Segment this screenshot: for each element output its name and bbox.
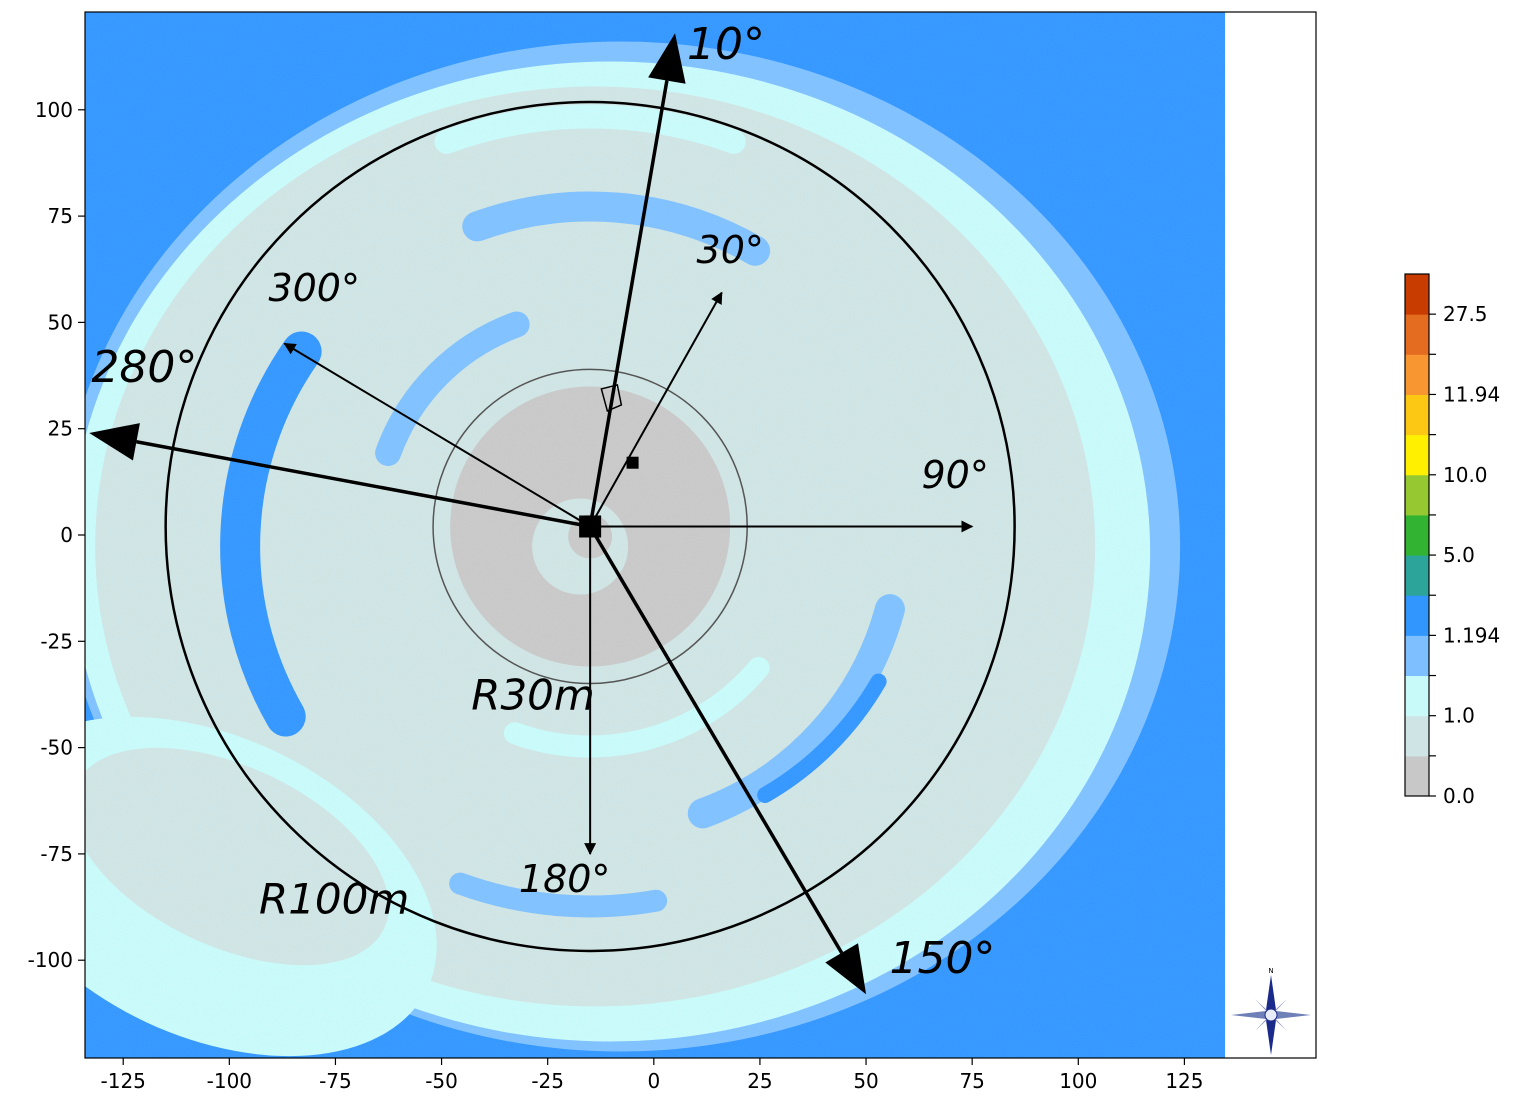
heatmap-texture (85, 12, 1225, 1058)
colorbar-frame (1404, 273, 1430, 797)
colorbar-tick-label: 5.0 (1443, 543, 1475, 567)
x-tick-label: 75 (959, 1069, 984, 1093)
x-tick-label: -75 (319, 1069, 352, 1093)
colorbar-swatch (1405, 274, 1429, 315)
y-tick-label: 25 (48, 417, 73, 441)
y-tick-label: 100 (35, 98, 73, 122)
compass-rose-icon: N (1231, 967, 1311, 1055)
y-tick-label: -50 (40, 736, 73, 760)
x-tick-label: 125 (1165, 1069, 1203, 1093)
x-tick-label: -50 (425, 1069, 458, 1093)
radius-label-r30m: R30m (471, 670, 595, 719)
source-marker (579, 515, 602, 538)
direction-label-10: 10° (687, 19, 765, 70)
direction-arrow-30 (589, 291, 723, 527)
colorbar-swatch (1405, 514, 1429, 556)
secondary-marker (626, 456, 639, 469)
colorbar-tick-label: 27.5 (1443, 302, 1488, 326)
colorbar-swatch (1405, 635, 1429, 677)
direction-label-180: 180° (519, 857, 611, 901)
y-tick-label: -25 (40, 629, 73, 653)
direction-label-150: 150° (889, 933, 995, 984)
colorbar-tick-label: 10.0 (1443, 463, 1488, 487)
direction-arrow-10 (588, 33, 686, 527)
colorbar-swatch (1405, 675, 1429, 717)
colorbar-swatch (1405, 474, 1429, 516)
colorbar-swatch (1405, 595, 1429, 636)
x-tick-label: -25 (531, 1069, 564, 1093)
colorbar-tick-label: 1.194 (1443, 623, 1500, 647)
colorbar-tick-label: 0.0 (1443, 784, 1475, 808)
direction-arrow-280 (89, 423, 591, 529)
direction-arrow-150 (588, 525, 867, 995)
colorbar-swatch (1405, 314, 1429, 355)
x-tick-label: 50 (853, 1069, 878, 1093)
x-tick-label: -125 (101, 1069, 146, 1093)
y-tick-label: 0 (60, 523, 73, 547)
x-tick-label: 25 (747, 1069, 772, 1093)
direction-label-90: 90° (922, 453, 989, 497)
y-tick-label: -75 (40, 842, 73, 866)
heatmap-field (85, 12, 1225, 1058)
colorbar: 0.0 1.0 1.194 5.0 10.0 11.94 27.5 (1404, 273, 1500, 808)
direction-label-300: 300° (268, 266, 360, 310)
radius-label-r100m: R100m (259, 874, 409, 923)
x-tick-label: 0 (647, 1069, 660, 1093)
colorbar-swatch (1405, 394, 1429, 436)
direction-arrow-300 (283, 342, 591, 528)
direction-label-280: 280° (91, 342, 197, 393)
colorbar-swatch (1405, 354, 1429, 395)
radius-circle-r100m (164, 100, 1016, 953)
compass-north-label: N (1268, 967, 1273, 975)
y-tick-label: -100 (28, 948, 73, 972)
direction-label-30: 30° (697, 228, 764, 272)
colorbar-swatch (1405, 555, 1429, 596)
colorbar-swatch (1405, 755, 1429, 797)
colorbar-swatch (1405, 715, 1429, 757)
colorbar-swatch (1405, 434, 1429, 476)
x-tick-label: -100 (207, 1069, 252, 1093)
x-tick-label: 100 (1059, 1069, 1097, 1093)
colorbar-tick-label: 1.0 (1443, 704, 1475, 728)
y-tick-label: 50 (48, 310, 73, 334)
building-outline (600, 384, 623, 412)
colorbar-tick-label: 11.94 (1443, 382, 1500, 406)
y-tick-label: 75 (48, 204, 73, 228)
